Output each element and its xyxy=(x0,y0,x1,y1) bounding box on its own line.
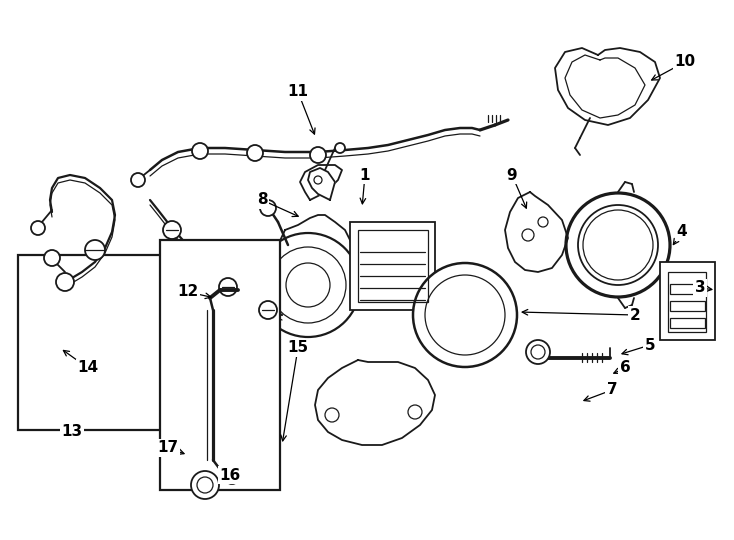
Circle shape xyxy=(335,143,345,153)
Text: 8: 8 xyxy=(257,192,267,207)
Circle shape xyxy=(413,263,517,367)
Bar xyxy=(358,230,428,302)
Bar xyxy=(350,222,435,310)
Circle shape xyxy=(224,468,240,484)
Text: 15: 15 xyxy=(288,341,308,355)
Text: 10: 10 xyxy=(675,55,696,70)
Text: 5: 5 xyxy=(644,338,655,353)
Circle shape xyxy=(310,147,326,163)
Polygon shape xyxy=(505,192,568,272)
Circle shape xyxy=(44,250,60,266)
Bar xyxy=(670,284,705,294)
Bar xyxy=(668,272,706,332)
Polygon shape xyxy=(315,360,435,445)
Circle shape xyxy=(191,471,219,499)
Text: 9: 9 xyxy=(506,167,517,183)
Text: 16: 16 xyxy=(219,468,241,483)
Text: 17: 17 xyxy=(157,441,178,456)
Bar xyxy=(660,262,715,340)
Circle shape xyxy=(566,193,670,297)
Bar xyxy=(670,318,705,328)
Polygon shape xyxy=(300,165,342,200)
Text: 11: 11 xyxy=(288,84,308,99)
Text: 1: 1 xyxy=(360,167,370,183)
Bar xyxy=(670,301,705,311)
Circle shape xyxy=(260,200,276,216)
Text: 7: 7 xyxy=(607,382,617,397)
Circle shape xyxy=(219,278,237,296)
Polygon shape xyxy=(275,215,355,315)
Circle shape xyxy=(256,233,360,337)
Polygon shape xyxy=(308,168,335,200)
Circle shape xyxy=(247,145,263,161)
Circle shape xyxy=(56,273,74,291)
Circle shape xyxy=(163,221,181,239)
Text: 14: 14 xyxy=(78,361,98,375)
Text: 12: 12 xyxy=(178,285,199,300)
Text: 2: 2 xyxy=(630,307,640,322)
Polygon shape xyxy=(555,48,660,125)
Circle shape xyxy=(131,173,145,187)
Text: 3: 3 xyxy=(694,280,705,295)
Bar xyxy=(160,240,280,490)
Text: 4: 4 xyxy=(677,225,687,240)
Text: 6: 6 xyxy=(619,361,631,375)
Circle shape xyxy=(192,143,208,159)
Circle shape xyxy=(259,301,277,319)
Circle shape xyxy=(31,221,45,235)
Text: 13: 13 xyxy=(62,424,82,440)
Bar xyxy=(18,255,166,430)
Circle shape xyxy=(526,340,550,364)
Circle shape xyxy=(85,240,105,260)
